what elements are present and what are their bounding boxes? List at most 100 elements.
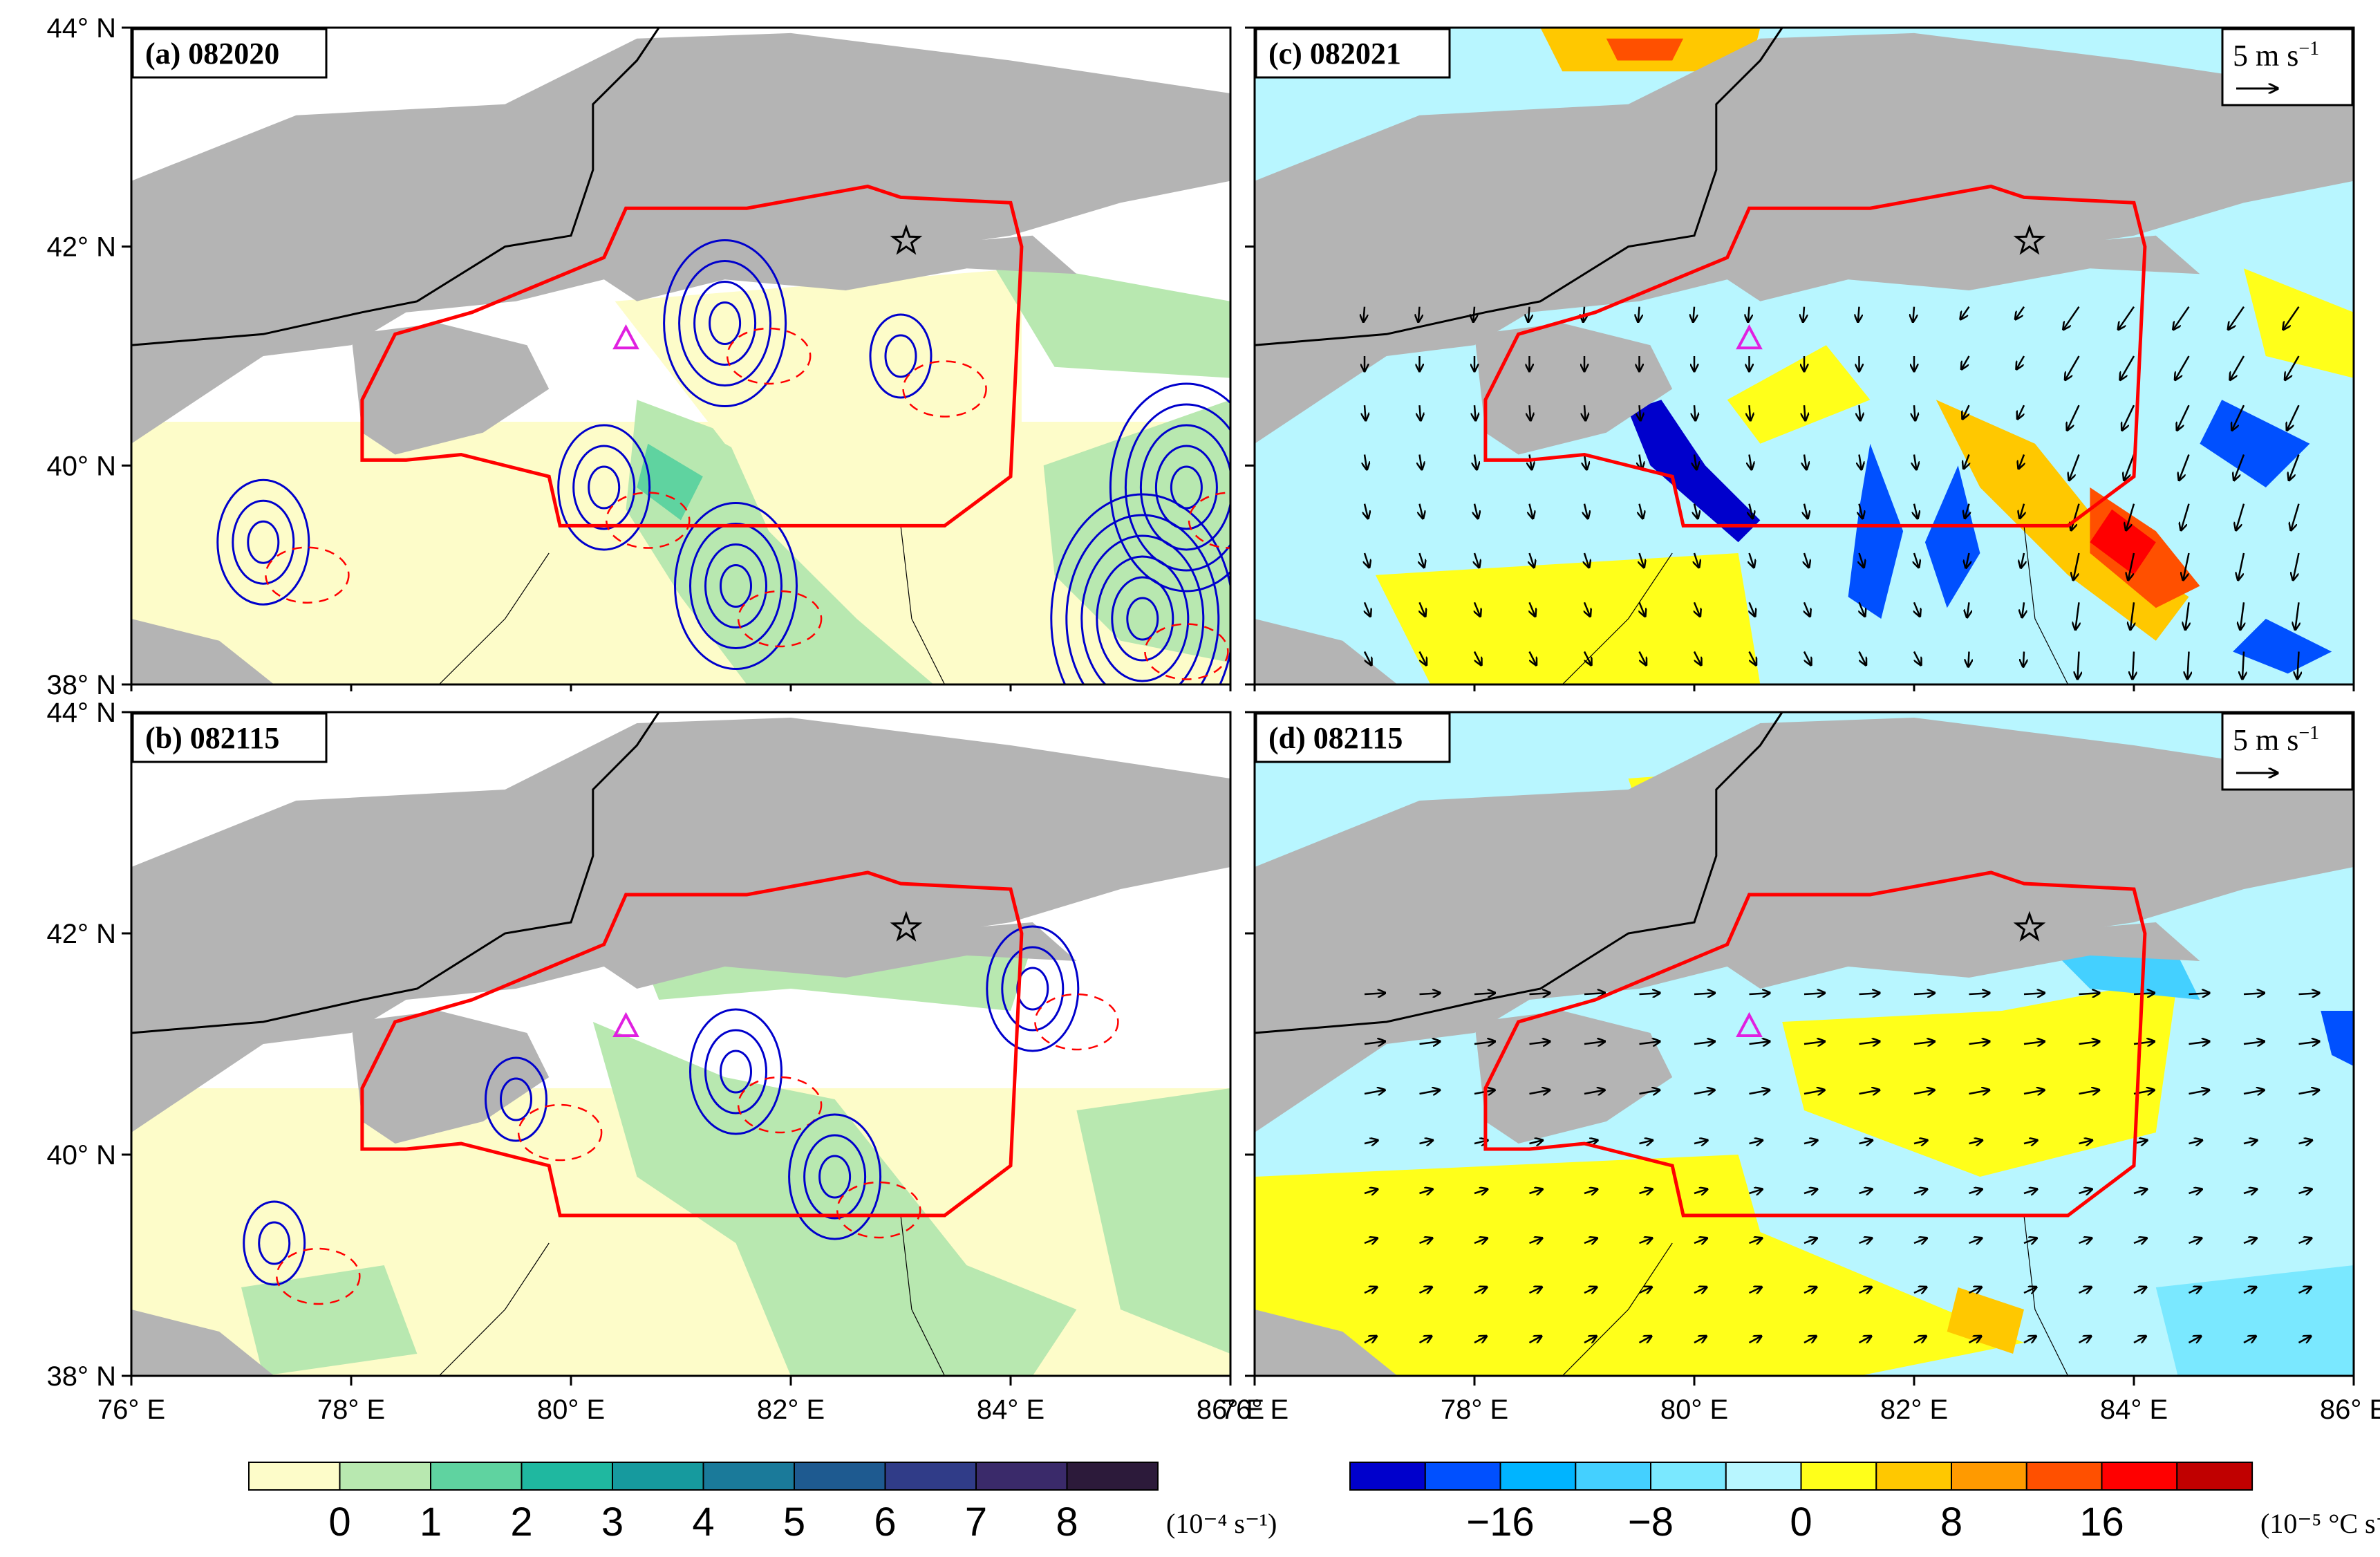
wind-vector (1859, 405, 1861, 420)
terrain-mask (1694, 922, 2200, 989)
lat-tick-label: 42° N (47, 232, 117, 263)
wind-vector (2020, 503, 2024, 519)
wind-vector (1969, 1238, 1983, 1243)
wind-vector (2293, 552, 2300, 580)
wind-vector (2122, 404, 2135, 430)
wind-vector (2189, 1041, 2210, 1044)
wind-vector (1639, 993, 1660, 994)
triangle-icon (1736, 324, 1763, 350)
wind-vector (2133, 993, 2155, 994)
wind-vector (1419, 1238, 1433, 1243)
wind-vector (1913, 651, 1921, 666)
colorbar-swatch (975, 1462, 1068, 1491)
colorbar-swatch (2025, 1462, 2103, 1491)
divergence-contour (247, 520, 280, 564)
negative-contour (517, 1103, 603, 1162)
colorbar-swatch (1725, 1462, 1802, 1491)
wind-vector (1474, 1238, 1488, 1243)
wind-vector (1803, 1287, 1817, 1294)
colorbar-tick-label: 4 (692, 1500, 714, 1545)
wind-vector (2133, 651, 2134, 680)
wind-vector (2185, 602, 2189, 630)
wind-vector (2243, 1041, 2265, 1044)
colorbar-swatch (702, 1462, 795, 1491)
terrain-mask (1474, 323, 1673, 455)
wind-vector (1420, 552, 1425, 568)
divergence-contour (1124, 403, 1230, 572)
wind-vector (1969, 1140, 1983, 1144)
wind-vector (1474, 1189, 1488, 1193)
wind-vector (1638, 1287, 1652, 1294)
divergence-contour (557, 424, 651, 551)
national-border (131, 712, 660, 1034)
wind-vector (1858, 1287, 1872, 1294)
wind-vector (1638, 306, 1640, 322)
colorbar-swatch (521, 1462, 613, 1491)
wind-vector (1749, 1238, 1763, 1243)
terrain-mask (351, 323, 550, 455)
wind-vector (1529, 1041, 1550, 1044)
wind-vector (2079, 1140, 2092, 1144)
panel-frame (1253, 26, 2355, 686)
colorbar-tick-label: 3 (601, 1500, 624, 1545)
wind-vector (1583, 651, 1591, 666)
wind-vector (1859, 1189, 1873, 1193)
wind-vector (1694, 405, 1696, 420)
wind-vector (2018, 454, 2024, 469)
divergence-contour (485, 1056, 547, 1142)
panel-frame (130, 26, 1232, 686)
wind-vector (2079, 993, 2100, 994)
wind-vector (1365, 503, 1368, 519)
wind-vector (1418, 651, 1427, 666)
wind-vector (1962, 404, 1970, 419)
wind-vector (1694, 454, 1696, 470)
wind-vector (1913, 993, 1935, 994)
panel-frame (130, 711, 1232, 1377)
wind-vector (2183, 552, 2190, 580)
wind-vector (1914, 602, 1920, 616)
wind-vector (1969, 1041, 1990, 1044)
divergence-contour (1111, 576, 1174, 662)
colorbar-temperature-tendency: −16 −8 0 8 16 (10⁻⁵ °C s⁻¹) (1349, 1462, 2380, 1545)
wind-vector (1528, 651, 1537, 666)
colorbar-tick-label: 1 (420, 1500, 442, 1545)
colorbar-swatch (884, 1462, 977, 1491)
wind-vector (1638, 1336, 1652, 1343)
wind-vector (1419, 1090, 1441, 1094)
wind-vector (1859, 993, 1880, 994)
wind-vector (1750, 503, 1753, 519)
divergence-contour (884, 334, 917, 378)
negative-contour (836, 1181, 921, 1239)
negative-contour (276, 1247, 361, 1305)
colorbar-tick-label: 8 (1940, 1500, 1962, 1545)
lon-tick-label: 86° E (1197, 1395, 1264, 1425)
wind-vector (1913, 1287, 1927, 1294)
wind-vector (1473, 306, 1474, 322)
wind-vector (2173, 306, 2190, 330)
wind-vector (1694, 1090, 1715, 1094)
wind-vector (1913, 1336, 1927, 1343)
colorbar-tick-label: 7 (965, 1500, 987, 1545)
divergence-contour (704, 543, 767, 628)
wind-vector (1859, 1041, 1880, 1044)
wind-vector (2298, 1287, 2312, 1294)
terrain-mask (1474, 1011, 1673, 1144)
wind-vector (1584, 602, 1590, 616)
panel-label: (c) 082021 (1268, 37, 1401, 71)
wind-vector (1858, 1336, 1872, 1343)
field-shading (1043, 400, 1230, 663)
wind-vector (1694, 1238, 1707, 1243)
field-shading (615, 268, 1022, 510)
wind-vector (1750, 552, 1754, 568)
province-line (2023, 1215, 2069, 1376)
wind-vector (1803, 1140, 1817, 1144)
wind-vector (1529, 993, 1550, 994)
field-shading (626, 400, 934, 684)
wind-vector (1858, 651, 1866, 666)
wind-vector (1639, 1140, 1653, 1144)
wind-vector (2189, 993, 2210, 994)
negative-contour (737, 590, 823, 648)
wind-vector (1530, 552, 1535, 568)
wind-vector (2236, 503, 2245, 530)
wind-vector (1913, 1140, 1927, 1144)
